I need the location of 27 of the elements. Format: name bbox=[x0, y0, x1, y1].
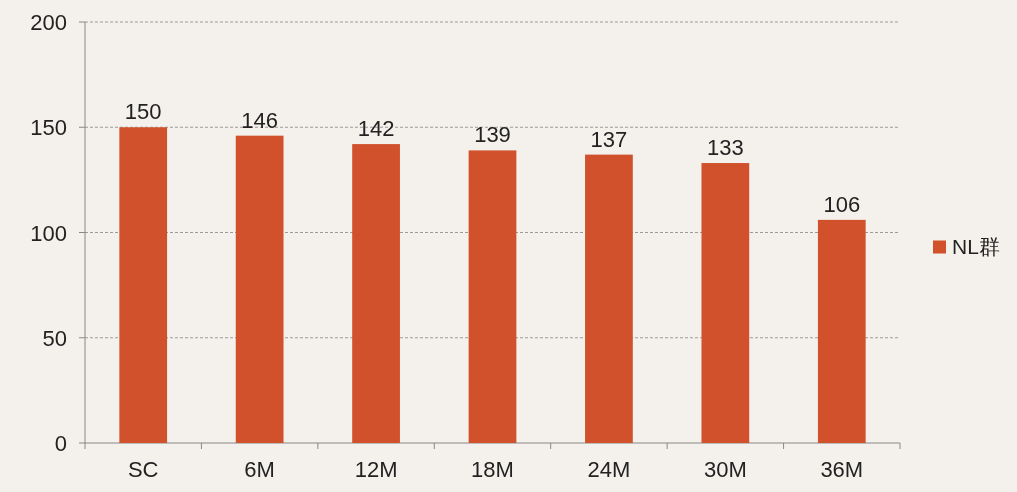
data-label: 142 bbox=[357, 116, 395, 142]
y-tick-label: 0 bbox=[54, 431, 67, 456]
bar bbox=[817, 219, 866, 443]
x-tick-label: 36M bbox=[820, 457, 864, 482]
x-tick-label: 30M bbox=[703, 457, 747, 482]
y-tick-label: 200 bbox=[30, 10, 67, 35]
x-tick-label: 6M bbox=[244, 457, 275, 482]
bar bbox=[468, 150, 517, 443]
data-label: 137 bbox=[590, 126, 628, 152]
data-label: 139 bbox=[474, 122, 511, 148]
bar bbox=[352, 144, 400, 443]
data-label: 150 bbox=[124, 99, 162, 125]
x-tick-label: SC bbox=[127, 457, 159, 482]
data-label: 133 bbox=[707, 135, 744, 161]
x-tick-label: 24M bbox=[587, 457, 631, 482]
bar bbox=[119, 127, 168, 443]
x-tick-label: 12M bbox=[354, 457, 398, 482]
data-label: 146 bbox=[241, 107, 278, 133]
data-label: 106 bbox=[823, 191, 861, 217]
y-tick-label: 100 bbox=[30, 220, 67, 246]
bar bbox=[235, 135, 284, 443]
bar bbox=[585, 154, 633, 443]
y-tick-label: 50 bbox=[42, 325, 67, 351]
bar bbox=[701, 163, 750, 443]
legend-label: NL群 bbox=[952, 234, 1000, 258]
y-tick-label: 150 bbox=[30, 115, 67, 141]
x-tick-label: 18M bbox=[471, 457, 514, 482]
